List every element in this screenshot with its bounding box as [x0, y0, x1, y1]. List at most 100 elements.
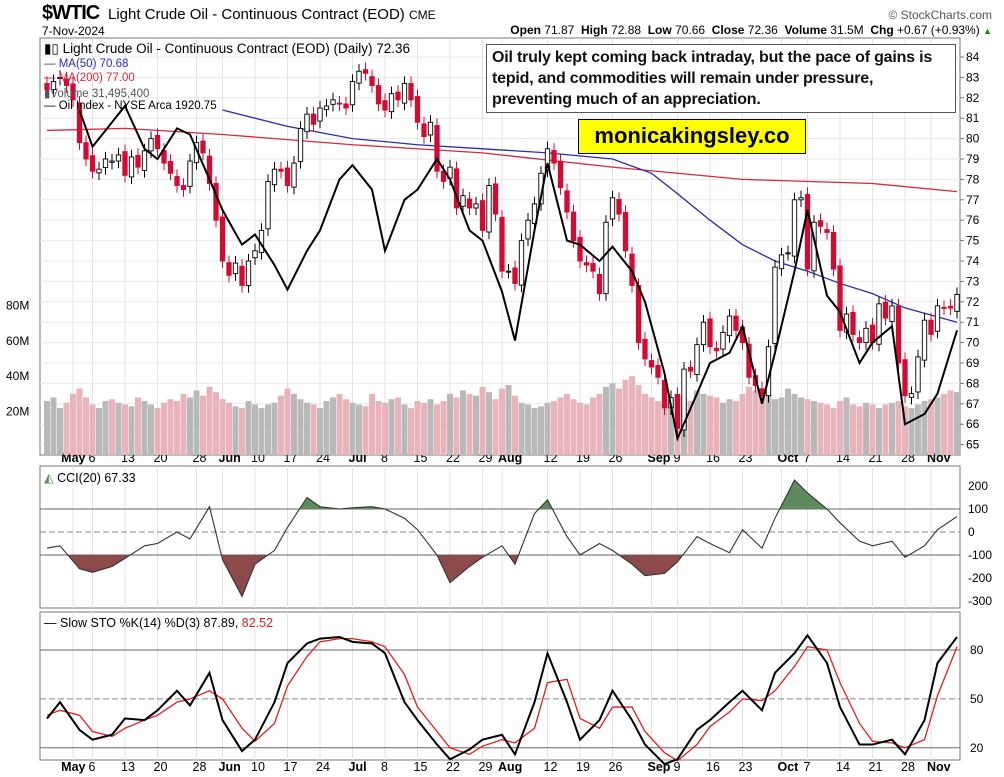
volume-bar [616, 388, 622, 455]
x-tick-label: 24 [316, 760, 330, 774]
candle-body [219, 216, 226, 262]
volume-bar [590, 397, 596, 455]
volume-bar [109, 399, 115, 455]
instrument-title: Light Crude Oil - Continuous Contract (E… [108, 6, 405, 23]
candle-body [863, 327, 869, 344]
candle-body [687, 367, 694, 372]
sto-k-line [46, 633, 958, 766]
x-tick-label: 9 [674, 451, 681, 465]
price-tick-label: 77 [966, 193, 980, 207]
close-value: 72.36 [747, 23, 778, 37]
volume-bar [531, 408, 538, 455]
volume-bar [843, 397, 850, 455]
volume-bar [668, 399, 674, 455]
candle-body [271, 168, 278, 186]
volume-value: 31.5M [830, 23, 864, 37]
x-tick-label: 6 [89, 451, 96, 465]
volume-bar [778, 397, 785, 455]
exchange: CME [408, 8, 436, 22]
volume-bar [167, 399, 174, 455]
candle-body [466, 198, 473, 209]
volume-bar [908, 408, 915, 455]
x-tick-label: 8 [381, 760, 388, 774]
candle-body [915, 356, 921, 393]
candle-body [850, 311, 856, 335]
candle-body [206, 155, 213, 184]
volume-bar [525, 404, 531, 455]
candle-body [518, 240, 525, 286]
cci-oversold-fill [112, 555, 125, 567]
x-tick-label: 14 [836, 760, 850, 774]
volume-bar [258, 408, 265, 455]
volume-bar [317, 408, 323, 455]
volume-tick-label: 60M [6, 334, 29, 348]
volume-bar [473, 395, 479, 455]
volume-bar [577, 402, 583, 455]
candle-body [609, 197, 616, 220]
candle-body [421, 123, 427, 138]
candle-body [330, 99, 336, 105]
candle-body [89, 155, 96, 172]
candle-body [310, 113, 317, 125]
candle-body [479, 200, 486, 231]
volume-bar [551, 400, 557, 455]
volume-bar [414, 400, 421, 455]
x-tick-label: 12 [544, 760, 558, 774]
x-tick-label: 20 [154, 760, 168, 774]
candle-body [70, 83, 76, 101]
candle-body [791, 199, 798, 257]
high-label: High [581, 23, 608, 37]
candle-body [102, 158, 109, 169]
open-value: 71.87 [544, 23, 575, 37]
volume-bar [50, 397, 57, 455]
candle-body [837, 265, 843, 331]
volume-bar [648, 397, 655, 455]
volume-bar [538, 406, 544, 455]
legend-cci: ◭ CCI(20) 67.33 [44, 470, 136, 485]
candle-body [590, 262, 596, 272]
candle-body [356, 70, 362, 84]
candle-body [154, 134, 161, 150]
volume-bar [544, 402, 551, 455]
candle-body [941, 307, 947, 309]
volume-bar [746, 386, 752, 455]
candle-body [570, 211, 577, 242]
volume-bar [733, 400, 739, 455]
cci-overbought-fill [794, 480, 808, 509]
candle-body [700, 321, 707, 346]
price-tick-label: 79 [966, 152, 980, 166]
candle-body [128, 156, 135, 178]
candle-body [122, 151, 128, 176]
volume-bar [63, 402, 70, 455]
volume-bar [726, 399, 733, 455]
price-tick-label: 80 [966, 132, 980, 146]
volume-bar [707, 395, 713, 455]
promo-banner[interactable]: monicakingsley.co [578, 119, 806, 154]
annotation-group: Oil truly kept coming back intraday, but… [486, 44, 956, 154]
volume-bar [603, 386, 609, 455]
candle-body [408, 83, 414, 101]
price-tick-label: 70 [966, 336, 980, 350]
candle-body [655, 364, 661, 378]
volume-bar [232, 406, 239, 455]
volume-bar [804, 399, 811, 455]
candle-body [681, 368, 687, 431]
candle-body [772, 266, 778, 344]
volume-bar [304, 402, 310, 455]
candle-body [798, 197, 804, 201]
candle-body [661, 380, 668, 409]
candle-body [284, 167, 291, 186]
volume-bar [635, 385, 642, 455]
volume-bar [765, 395, 772, 455]
volume-bar [947, 390, 954, 455]
candle-body [109, 160, 115, 163]
candle-body [252, 250, 258, 259]
volume-bar [622, 379, 629, 455]
copyright[interactable]: © StockCharts.com [888, 8, 992, 22]
volume-bar [343, 399, 349, 455]
volume-bar [869, 404, 876, 455]
cci-tick-label: -100 [968, 548, 992, 562]
candle-body [369, 76, 375, 87]
candle-body [115, 154, 122, 162]
volume-bar [830, 408, 837, 455]
